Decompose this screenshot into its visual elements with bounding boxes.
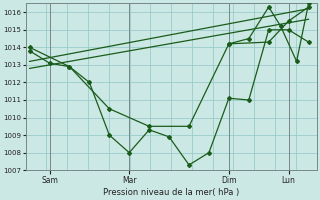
X-axis label: Pression niveau de la mer( hPa ): Pression niveau de la mer( hPa )	[103, 188, 239, 197]
